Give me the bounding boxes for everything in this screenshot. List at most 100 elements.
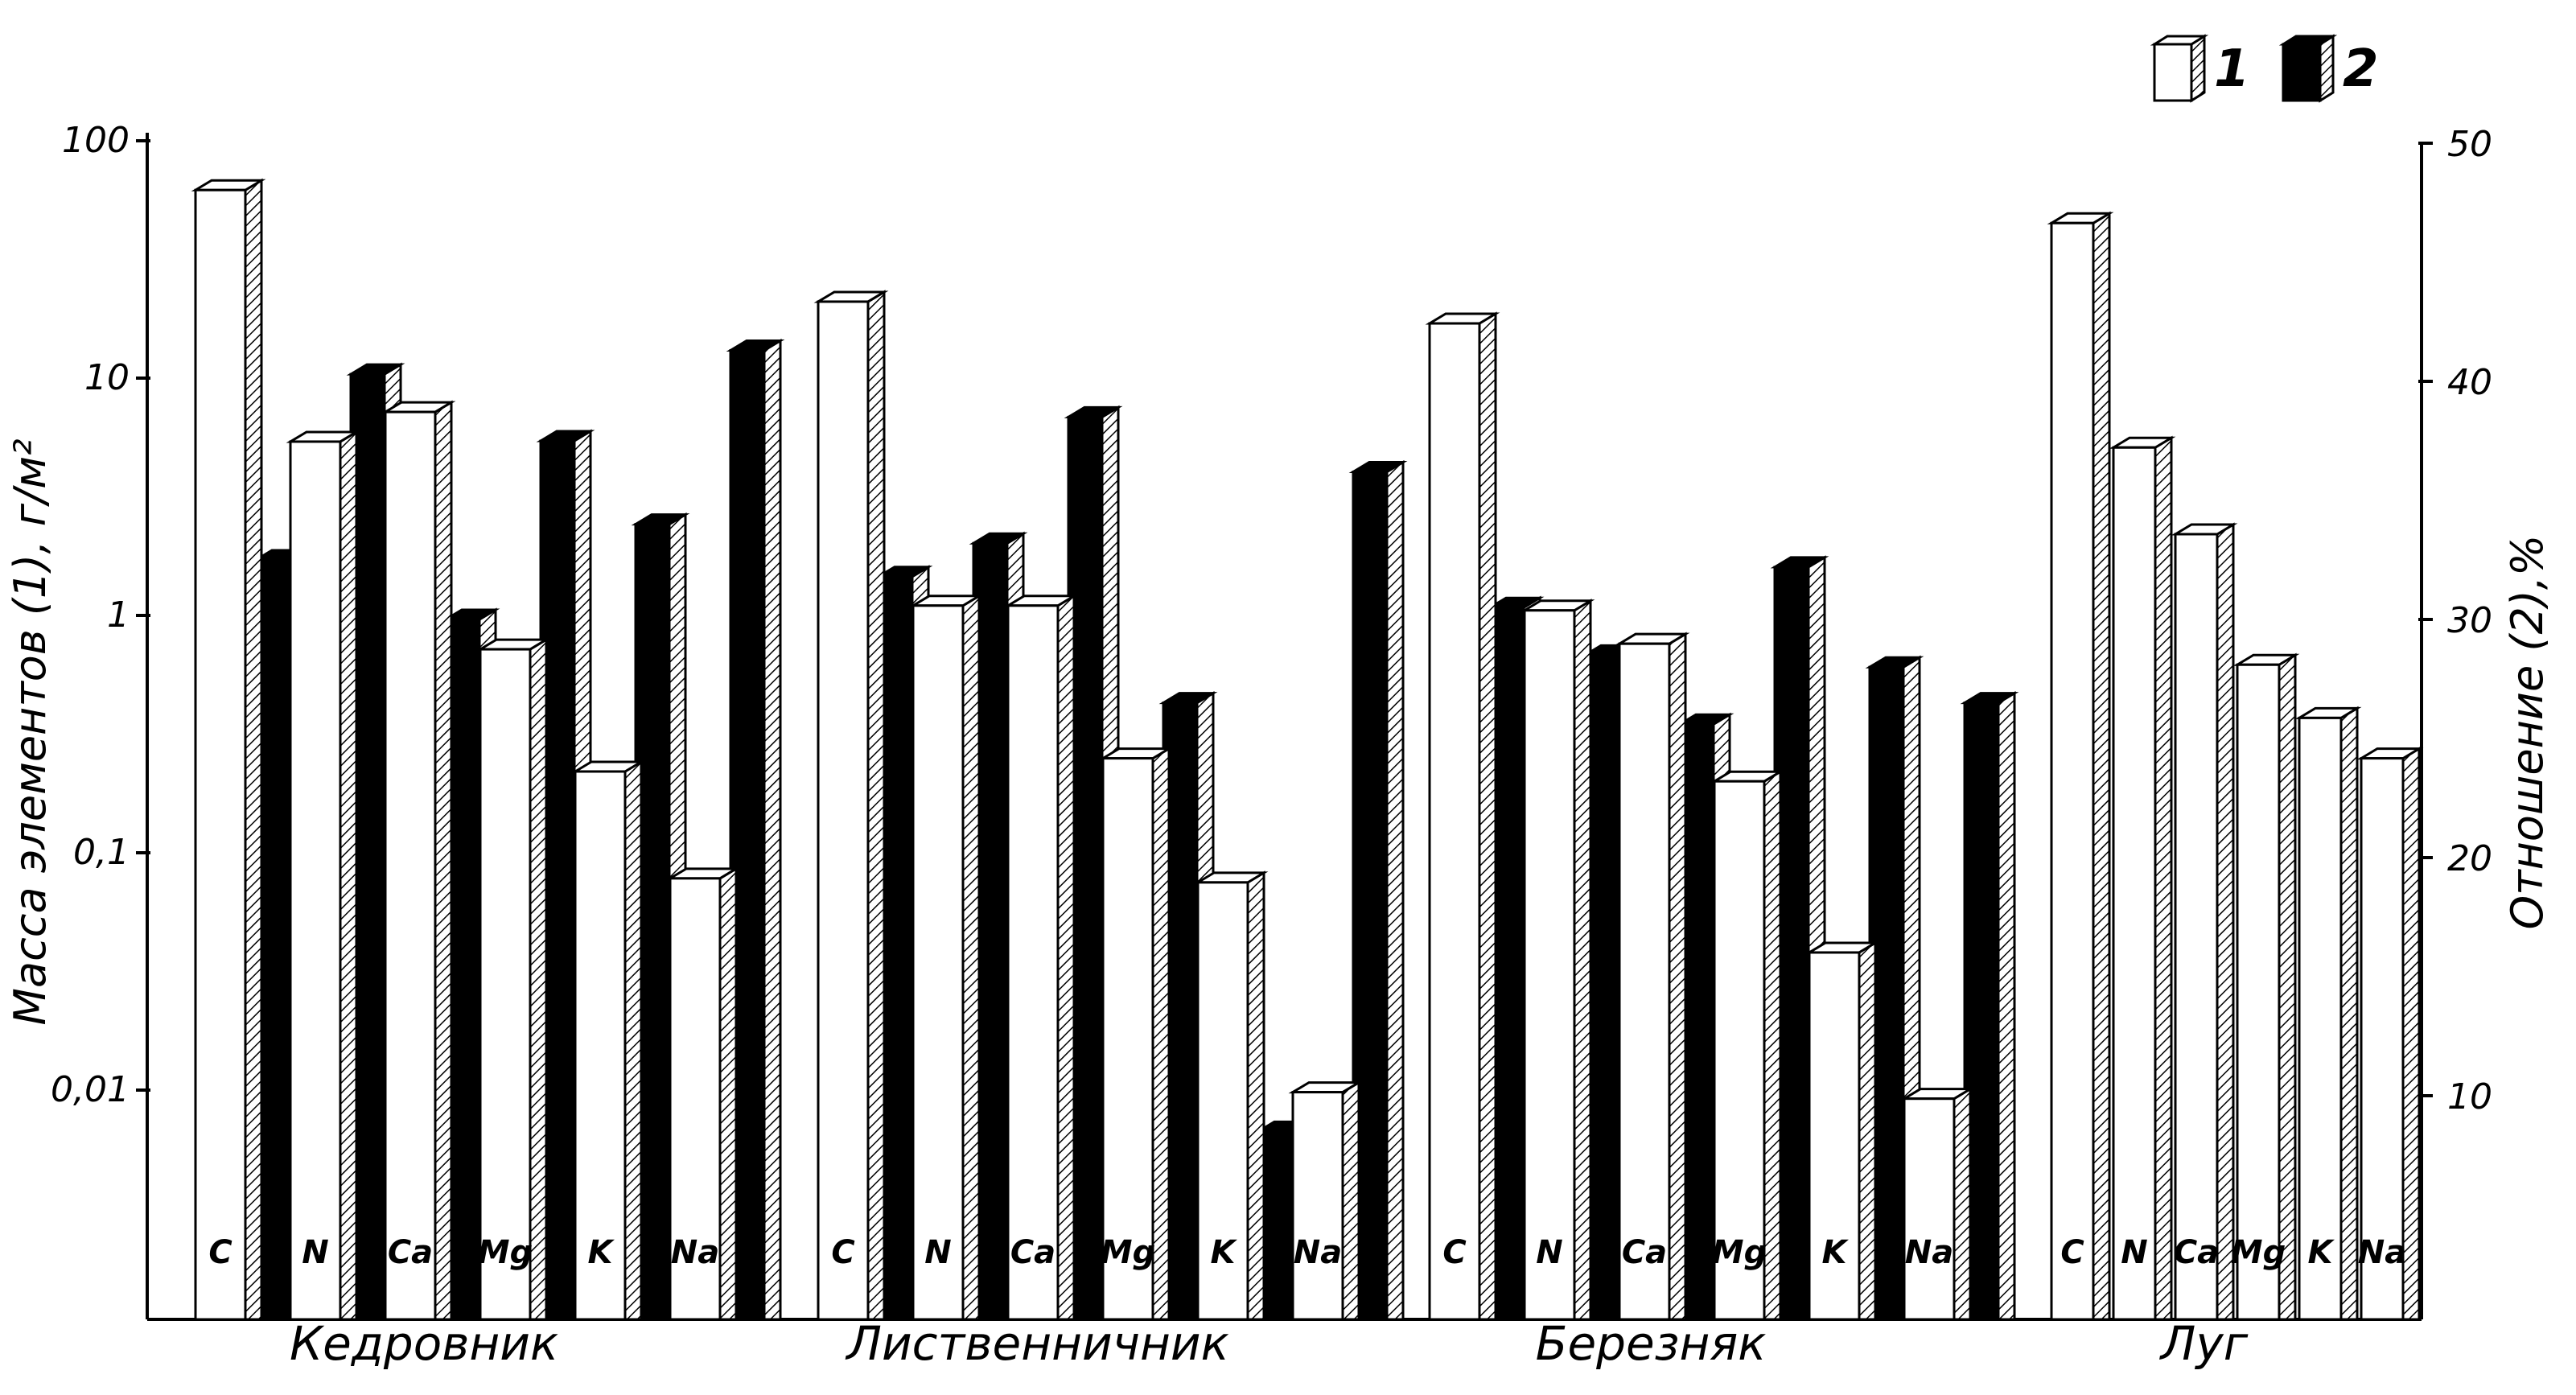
bar-series1: [1615, 632, 1690, 1321]
bar-front: [2298, 716, 2343, 1321]
bar-front: [669, 877, 722, 1321]
bar-element-label: Na: [2358, 1234, 2406, 1271]
legend-swatch: [2282, 43, 2322, 102]
bar-side: [2339, 706, 2359, 1321]
bar-side: [718, 866, 738, 1321]
bar-element-label: Mg: [1712, 1234, 1767, 1271]
bar-front: [2050, 221, 2095, 1321]
bar-series1: [1710, 769, 1785, 1321]
group-label: Луг: [2159, 1316, 2249, 1371]
bar-side: [1341, 1080, 1360, 1321]
bar-front: [574, 770, 627, 1321]
legend-swatch: [2153, 43, 2193, 102]
bar-element-label: Ca: [1010, 1234, 1056, 1271]
bar-element-label: C: [831, 1234, 854, 1271]
right-axis-title: Отношение (2),%: [2502, 535, 2553, 930]
bar-side: [244, 178, 263, 1321]
bar-side: [2154, 435, 2173, 1321]
bar-front: [1006, 604, 1060, 1321]
bar-front: [1101, 757, 1154, 1321]
bar-element-label: N: [924, 1234, 951, 1271]
bar-series1: [908, 594, 984, 1321]
bar-series1: [1003, 594, 1079, 1321]
bar-front: [194, 188, 247, 1321]
legend-swatch-side: [2190, 34, 2206, 103]
bar-element-label: N: [2121, 1234, 2147, 1271]
bar-series1: [1804, 940, 1880, 1321]
bar-element-label: K: [2308, 1234, 2335, 1271]
bar-front: [1428, 322, 1481, 1321]
right-tick-label: 50: [2447, 124, 2492, 165]
legend-label: 2: [2343, 39, 2379, 99]
axes: 0,01 0,1 1 10 100 10 20 30 40 50 Масса элементов (…: [5, 120, 2553, 1321]
bar-element-label: K: [588, 1234, 615, 1271]
legend-swatch-side: [2319, 34, 2335, 103]
bar-front: [2174, 533, 2219, 1321]
bar-series1: [1098, 746, 1174, 1321]
bar-side: [339, 430, 358, 1321]
bar-front: [384, 410, 437, 1321]
bar-element-label: Ca: [1622, 1234, 1667, 1271]
bar-side: [1246, 870, 1265, 1321]
bar-element-label: C: [2060, 1234, 2084, 1271]
bar-element-label: Na: [671, 1234, 719, 1271]
bar-side: [1668, 632, 1687, 1321]
bar-series1: [2109, 435, 2176, 1321]
bar-front: [1903, 1097, 1956, 1321]
bar-element-label: K: [1822, 1234, 1850, 1271]
left-tick-label: 100: [62, 120, 130, 161]
bar-element-label: N: [1536, 1234, 1562, 1271]
bars: [191, 178, 2424, 1321]
bar-element-label: C: [1442, 1234, 1466, 1271]
bar-front: [911, 604, 965, 1321]
bar-side: [623, 759, 643, 1321]
group-label: Лиственничник: [845, 1316, 1228, 1371]
bar-series1: [191, 178, 266, 1321]
bar-side: [1997, 690, 2016, 1321]
bar-element-label: Mg: [2231, 1234, 2286, 1271]
bar-series1: [665, 866, 741, 1321]
bar-series2: [726, 338, 785, 1321]
bar-series1: [2047, 211, 2114, 1321]
bar-front: [1291, 1091, 1344, 1321]
bar-front: [1713, 780, 1766, 1321]
bar-series2: [1348, 459, 1408, 1321]
bar-front: [2112, 446, 2157, 1321]
bar-front: [2360, 757, 2405, 1321]
left-axis-title: Масса элементов (1), г/м²: [5, 438, 56, 1025]
bar-element-label: Ca: [388, 1234, 433, 1271]
bar-side: [1953, 1087, 1972, 1321]
bar-element-label: Mg: [1101, 1234, 1155, 1271]
bar-series1: [475, 637, 551, 1321]
right-tick-label: 20: [2447, 838, 2492, 879]
bar-element-label: C: [208, 1234, 232, 1271]
right-tick-label: 30: [2447, 600, 2492, 641]
bar-front: [1618, 642, 1671, 1321]
legend-item: 1: [2150, 34, 2250, 103]
bar-side: [1858, 940, 1877, 1321]
bar-side: [866, 290, 886, 1321]
bar-element-label: Na: [1905, 1234, 1953, 1271]
right-tick-label: 40: [2447, 362, 2492, 403]
bar-side: [529, 637, 548, 1321]
bar-series1: [1425, 311, 1500, 1321]
bar-front: [289, 440, 342, 1321]
bar-side: [2216, 522, 2235, 1321]
bar-series1: [286, 430, 361, 1321]
bar-side: [1385, 459, 1405, 1321]
bar-series1: [1899, 1087, 1975, 1321]
bar-series1: [381, 400, 456, 1321]
bar-side: [1478, 311, 1497, 1321]
bar-element-label: N: [302, 1234, 328, 1271]
left-tick-label: 0,1: [73, 832, 130, 873]
bar-front: [2236, 663, 2281, 1321]
left-tick-label: 1: [107, 595, 130, 636]
bar-side: [2278, 652, 2297, 1321]
bar-side: [961, 594, 981, 1321]
bar-side: [434, 400, 453, 1321]
bar-element-label: Ca: [2174, 1234, 2219, 1271]
legend-item: 2: [2278, 34, 2379, 103]
bar-series1: [2294, 706, 2362, 1321]
